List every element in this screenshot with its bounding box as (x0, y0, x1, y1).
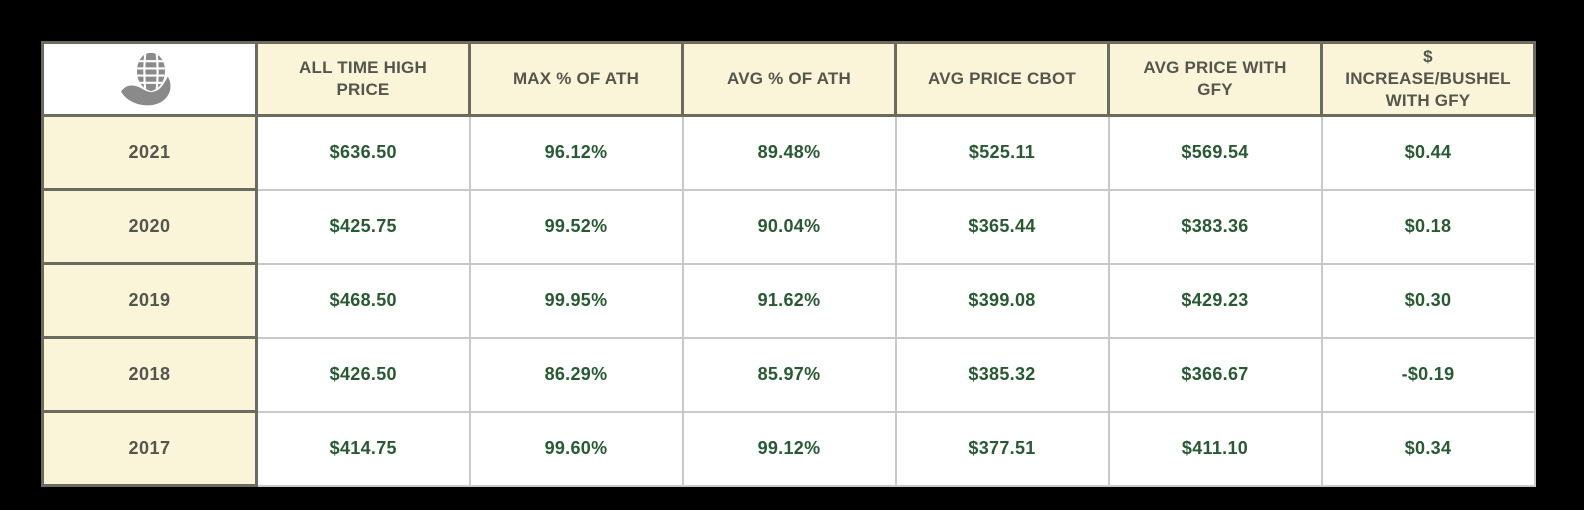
year-cell: 2018 (41, 336, 258, 413)
value-cell-avg-pct-ath: 85.97% (681, 336, 897, 413)
table-row-2021: 2021 $636.50 96.12% 89.48% $525.11 $569.… (41, 114, 1536, 191)
year-cell: 2020 (41, 188, 258, 265)
value-cell-all-time-high: $468.50 (255, 262, 471, 339)
year-cell: 2017 (41, 410, 258, 487)
value-cell-avg-price-cbot: $399.08 (894, 262, 1110, 339)
header-cell-max-pct-of-ath: MAX % OF ATH (468, 41, 684, 117)
value-cell-avg-price-cbot: $525.11 (894, 114, 1110, 191)
value-cell-increase-bushel: $0.34 (1320, 410, 1536, 487)
value-cell-all-time-high: $425.75 (255, 188, 471, 265)
header-cell-avg-price-cbot: AVG PRICE CBOT (894, 41, 1110, 117)
header-row: ALL TIME HIGH PRICE MAX % OF ATH AVG % O… (41, 41, 1536, 117)
value-cell-avg-price-gfy: $429.23 (1107, 262, 1323, 339)
value-cell-avg-pct-ath: 90.04% (681, 188, 897, 265)
value-cell-increase-bushel: $0.44 (1320, 114, 1536, 191)
header-cell-avg-price-with-gfy: AVG PRICE WITH GFY (1107, 41, 1323, 117)
value-cell-avg-price-gfy: $383.36 (1107, 188, 1323, 265)
value-cell-max-pct-ath: 99.52% (468, 188, 684, 265)
value-cell-all-time-high: $414.75 (255, 410, 471, 487)
year-cell: 2021 (41, 114, 258, 191)
value-cell-increase-bushel: -$0.19 (1320, 336, 1536, 413)
table-row-2018: 2018 $426.50 86.29% 85.97% $385.32 $366.… (41, 336, 1536, 413)
corn-icon (120, 52, 171, 106)
header-cell-avg-pct-of-ath: AVG % OF ATH (681, 41, 897, 117)
value-cell-avg-price-gfy: $411.10 (1107, 410, 1323, 487)
value-cell-avg-pct-ath: 91.62% (681, 262, 897, 339)
value-cell-avg-pct-ath: 99.12% (681, 410, 897, 487)
value-cell-max-pct-ath: 99.60% (468, 410, 684, 487)
value-cell-increase-bushel: $0.18 (1320, 188, 1536, 265)
year-cell: 2019 (41, 262, 258, 339)
header-cell-all-time-high-price: ALL TIME HIGH PRICE (255, 41, 471, 117)
table-row-2017: 2017 $414.75 99.60% 99.12% $377.51 $411.… (41, 410, 1536, 487)
value-cell-avg-price-cbot: $365.44 (894, 188, 1110, 265)
value-cell-avg-price-cbot: $385.32 (894, 336, 1110, 413)
table-row-2020: 2020 $425.75 99.52% 90.04% $365.44 $383.… (41, 188, 1536, 265)
corn-header-cell (41, 41, 258, 117)
table-row-2019: 2019 $468.50 99.95% 91.62% $399.08 $429.… (41, 262, 1536, 339)
value-cell-all-time-high: $636.50 (255, 114, 471, 191)
value-cell-increase-bushel: $0.30 (1320, 262, 1536, 339)
value-cell-avg-price-gfy: $569.54 (1107, 114, 1323, 191)
header-cell-increase-per-bushel-with-gfy: $ INCREASE/BUSHEL WITH GFY (1320, 41, 1536, 117)
value-cell-max-pct-ath: 96.12% (468, 114, 684, 191)
value-cell-avg-price-cbot: $377.51 (894, 410, 1110, 487)
value-cell-max-pct-ath: 86.29% (468, 336, 684, 413)
corn-price-history-table: ALL TIME HIGH PRICE MAX % OF ATH AVG % O… (41, 41, 1536, 487)
value-cell-avg-pct-ath: 89.48% (681, 114, 897, 191)
value-cell-all-time-high: $426.50 (255, 336, 471, 413)
value-cell-avg-price-gfy: $366.67 (1107, 336, 1323, 413)
value-cell-max-pct-ath: 99.95% (468, 262, 684, 339)
